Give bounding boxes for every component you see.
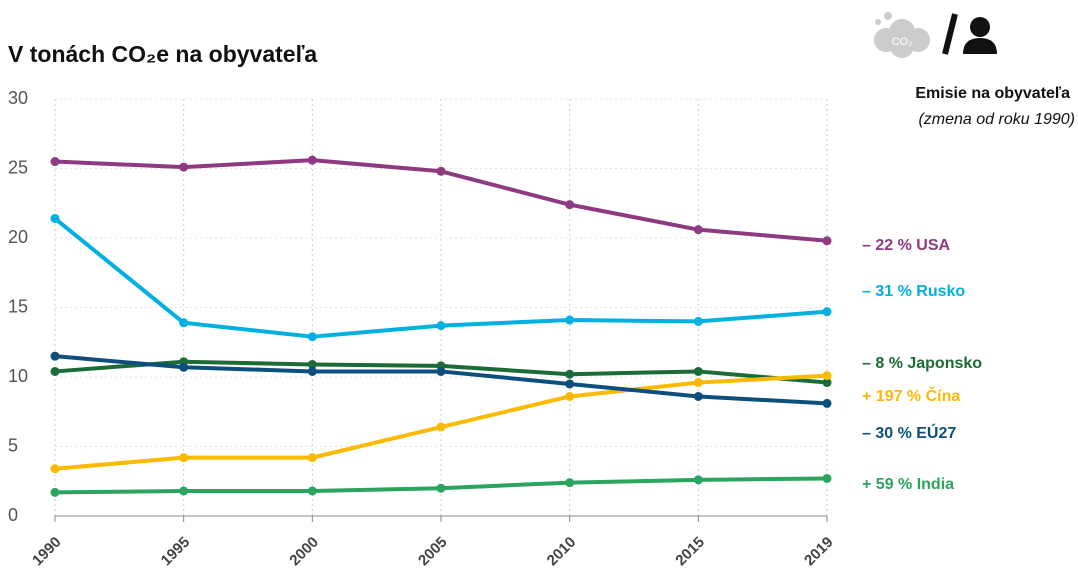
y-tick-label: 15: [8, 296, 28, 316]
icon-text: CO₂: [892, 36, 913, 48]
legend-label: – 31 % Rusko: [862, 283, 965, 300]
point: [565, 200, 575, 210]
series-line: [53, 216, 828, 339]
x-tick-label: 2010: [544, 534, 580, 570]
point: [50, 366, 60, 376]
y-tick-label: 5: [8, 435, 18, 455]
point: [50, 464, 60, 474]
point: [693, 316, 703, 326]
y-tick-label: 30: [8, 88, 28, 108]
point: [436, 483, 446, 493]
point: [307, 366, 317, 376]
point: [565, 369, 575, 379]
point: [307, 359, 317, 369]
point: [693, 225, 703, 235]
point: [693, 475, 703, 485]
point: [307, 332, 317, 342]
point: [822, 307, 832, 317]
x-tick-label: 2000: [286, 534, 322, 570]
chart-title: V tonách CO₂e na obyvateľa: [8, 41, 317, 67]
icon: CO₂: [874, 12, 997, 58]
point: [50, 157, 60, 167]
legend-label: – 8 % Japonsko: [862, 355, 982, 372]
y-tick-label: 25: [8, 157, 28, 177]
point: [179, 453, 189, 463]
x-tick-label: 2005: [415, 534, 451, 570]
point: [822, 236, 832, 246]
x-tick-label: 1995: [158, 534, 194, 570]
legend-label: + 59 % India: [862, 476, 954, 493]
point: [179, 362, 189, 372]
legend-label: – 22 % USA: [862, 237, 950, 254]
point: [822, 371, 832, 381]
point: [565, 478, 575, 488]
point: [436, 166, 446, 176]
point: [307, 453, 317, 463]
point: [50, 214, 60, 224]
point: [822, 473, 832, 483]
point: [693, 378, 703, 388]
legend-label: – 30 % EÚ27: [862, 423, 956, 442]
legend-label: + 197 % Čína: [862, 386, 960, 405]
point: [693, 366, 703, 376]
point: [307, 155, 317, 165]
point: [179, 318, 189, 328]
point: [822, 398, 832, 408]
y-tick-label: 20: [8, 227, 28, 247]
point: [307, 486, 317, 496]
point: [179, 486, 189, 496]
point: [822, 378, 832, 388]
point: [565, 315, 575, 325]
side-subtitle: (zmena od roku 1990): [918, 111, 1075, 128]
side-title: Emisie na obyvateľa: [915, 85, 1070, 102]
x-tick-label: 2015: [672, 534, 708, 570]
x-tick-label: 2019: [801, 534, 837, 570]
x-tick-label: 1990: [29, 534, 65, 570]
point: [436, 422, 446, 432]
y-tick-label: 0: [8, 505, 18, 525]
point: [693, 391, 703, 401]
point: [436, 321, 446, 331]
point: [565, 379, 575, 389]
point: [50, 487, 60, 497]
point: [179, 162, 189, 172]
point: [565, 391, 575, 401]
point: [50, 351, 60, 361]
y-tick-label: 10: [8, 366, 28, 386]
point: [436, 366, 446, 376]
